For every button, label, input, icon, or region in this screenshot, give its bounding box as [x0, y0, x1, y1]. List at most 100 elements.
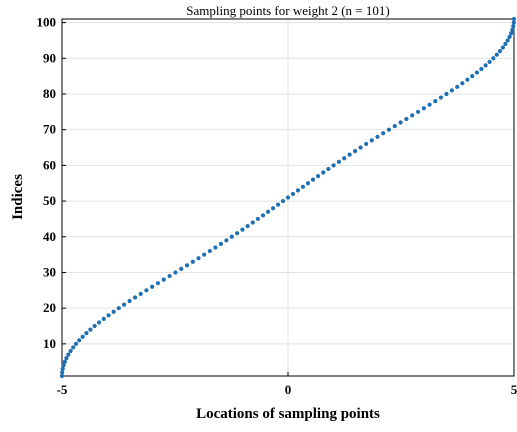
- data-point: [77, 338, 82, 343]
- data-point: [507, 34, 512, 39]
- y-tick-label: 20: [43, 300, 56, 315]
- data-point: [300, 184, 306, 189]
- data-point: [381, 131, 386, 136]
- data-point: [479, 66, 484, 72]
- data-point: [101, 316, 106, 321]
- data-point: [494, 52, 499, 57]
- data-point: [255, 216, 261, 222]
- data-point: [326, 166, 331, 172]
- data-point: [207, 248, 212, 254]
- data-point: [487, 59, 492, 64]
- data-point: [122, 302, 127, 307]
- data-point: [342, 156, 347, 161]
- x-axis-label: Locations of sampling points: [196, 406, 380, 422]
- data-point: [71, 345, 76, 350]
- data-point: [235, 231, 240, 236]
- data-point: [505, 38, 510, 43]
- data-point: [295, 188, 301, 193]
- data-point: [196, 256, 201, 261]
- data-point: [470, 74, 475, 79]
- data-point: [315, 173, 321, 179]
- data-point: [410, 113, 415, 118]
- data-point: [491, 56, 496, 61]
- y-tick-label: 80: [43, 86, 56, 101]
- data-point: [73, 341, 79, 346]
- data-point: [483, 63, 488, 68]
- grid-lines: [62, 19, 514, 376]
- data-point: [352, 148, 358, 154]
- data-point: [511, 16, 517, 22]
- data-point: [510, 27, 515, 32]
- data-point: [511, 24, 516, 29]
- data-point: [421, 106, 426, 111]
- data-point: [144, 288, 149, 293]
- data-point: [155, 281, 161, 286]
- data-point: [260, 213, 266, 218]
- y-tick-label: 30: [43, 264, 56, 279]
- data-point: [60, 366, 65, 371]
- data-point: [364, 141, 369, 147]
- data-point: [106, 313, 111, 318]
- data-point: [190, 259, 195, 264]
- data-point: [369, 138, 374, 143]
- data-point: [132, 295, 138, 300]
- data-point: [438, 95, 444, 100]
- data-point: [427, 102, 432, 107]
- data-point: [218, 241, 224, 247]
- data-point: [270, 206, 276, 211]
- data-points: [59, 16, 517, 379]
- data-point: [444, 91, 449, 97]
- data-point: [62, 359, 67, 364]
- data-point: [321, 170, 326, 175]
- data-point: [497, 49, 503, 54]
- chart-title: Sampling points for weight 2 (n = 101): [186, 3, 389, 18]
- y-axis-label: Indices: [10, 174, 26, 220]
- data-point: [66, 352, 71, 357]
- data-point: [331, 163, 336, 168]
- data-point: [116, 306, 121, 311]
- data-point: [358, 145, 363, 150]
- data-point: [509, 31, 514, 36]
- data-point: [398, 120, 403, 125]
- y-tick-label: 100: [37, 15, 57, 30]
- y-tick-label: 60: [43, 157, 56, 172]
- data-point: [111, 309, 116, 314]
- data-point: [415, 109, 421, 114]
- data-point: [280, 198, 286, 204]
- data-point: [503, 41, 508, 47]
- data-point: [392, 124, 397, 129]
- data-point: [386, 127, 392, 132]
- data-point: [150, 284, 155, 289]
- data-point: [68, 348, 73, 354]
- data-point: [310, 177, 316, 182]
- data-point: [161, 277, 166, 282]
- data-point: [173, 270, 178, 275]
- data-point: [184, 263, 190, 268]
- data-point: [449, 88, 454, 93]
- data-point: [375, 134, 380, 139]
- y-tick-label: 90: [43, 50, 56, 65]
- data-point: [224, 238, 229, 243]
- data-point: [465, 77, 470, 82]
- x-tick-label: 0: [285, 382, 292, 397]
- data-point: [80, 334, 85, 339]
- data-point: [84, 331, 89, 336]
- data-point: [60, 370, 65, 375]
- data-point: [474, 70, 480, 75]
- data-point: [92, 323, 97, 329]
- data-point: [433, 99, 438, 104]
- data-point: [305, 181, 311, 186]
- x-tick-label: -5: [57, 382, 68, 397]
- data-point: [240, 227, 245, 232]
- data-point: [285, 195, 291, 200]
- data-point: [250, 220, 255, 225]
- data-point: [167, 273, 172, 279]
- data-point: [127, 298, 132, 304]
- data-point: [511, 20, 516, 25]
- y-tick-label: 10: [43, 336, 56, 351]
- data-point: [179, 266, 184, 271]
- data-point: [290, 191, 296, 197]
- y-tick-label: 70: [43, 122, 56, 137]
- data-point: [347, 152, 352, 157]
- y-tick-label: 40: [43, 229, 56, 244]
